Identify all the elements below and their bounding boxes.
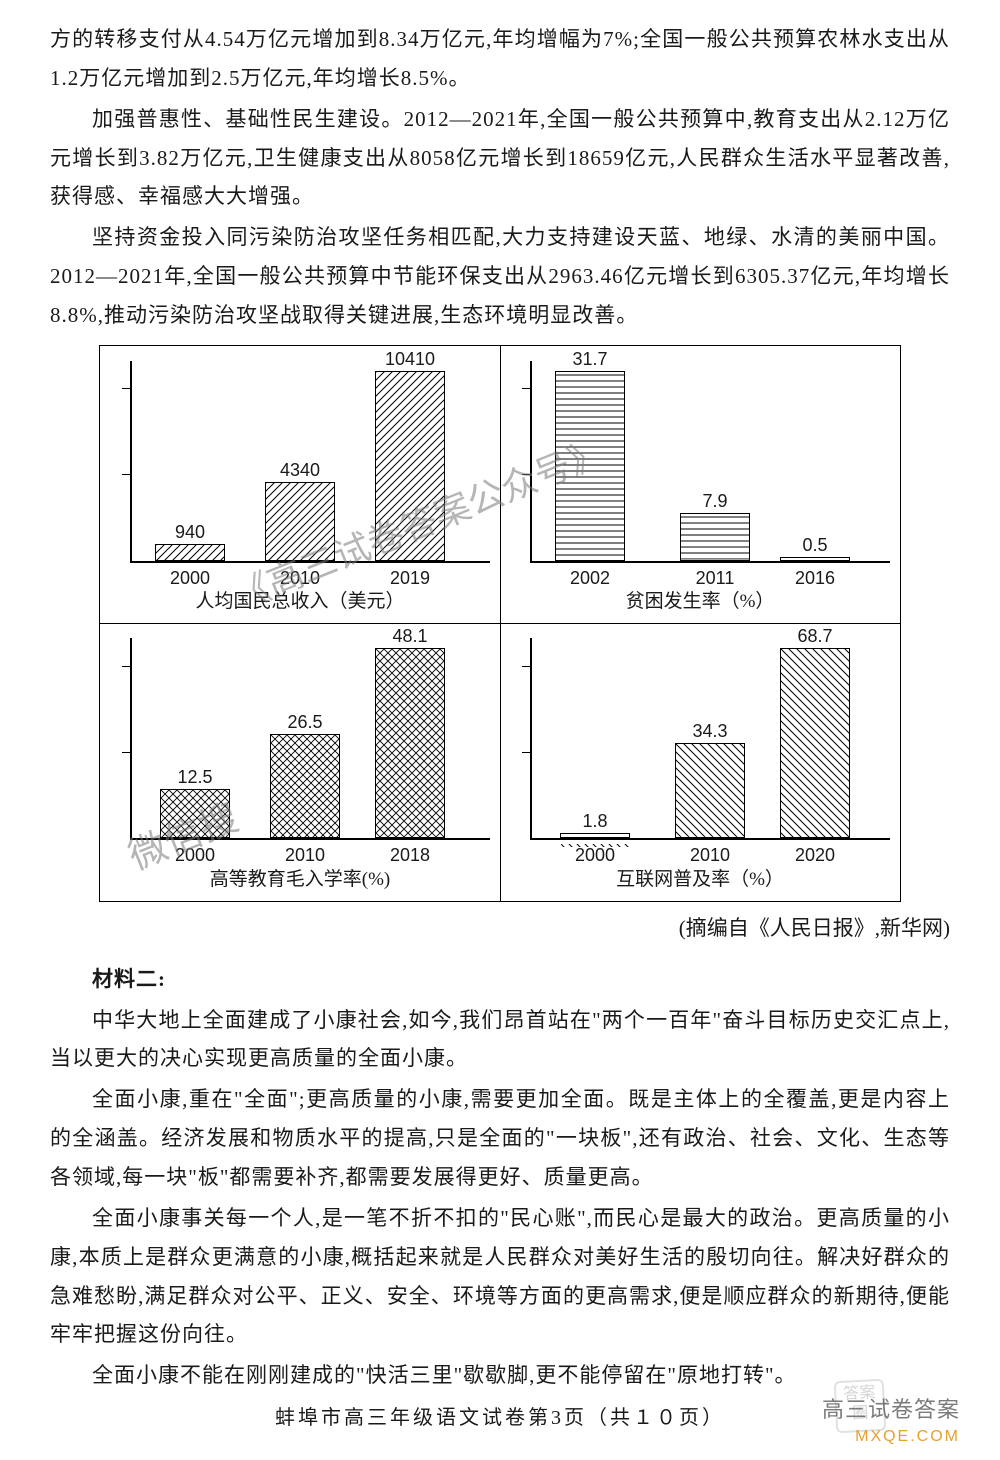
category-label: 2000 <box>575 845 615 866</box>
axis-y <box>530 361 532 561</box>
bar <box>680 513 750 560</box>
paragraph-7: 全面小康不能在刚刚建成的"快活三里"歇歇脚,更不能停留在"原地打转"。 <box>50 1356 950 1395</box>
paragraph-3: 坚持资金投入同污染防治攻坚任务相匹配,大力支持建设天蓝、地绿、水清的美丽中国。2… <box>50 218 950 335</box>
source-line: (摘编自《人民日报》,新华网) <box>50 912 950 942</box>
heading-material-2: 材料二: <box>50 960 950 999</box>
ytick <box>122 388 130 389</box>
bar <box>675 743 745 838</box>
ytick <box>122 474 130 475</box>
ytick <box>122 666 130 667</box>
page-footer: 蚌埠市高三年级语文试卷第3页（共１０页） <box>50 1401 950 1430</box>
bar <box>375 371 445 561</box>
paragraph-4: 中华大地上全面建成了小康社会,如今,我们昂首站在"两个一百年"奋斗目标历史交汇点… <box>50 1001 950 1079</box>
chart-top-right: 31.720027.920110.52016贫困发生率（%） <box>500 346 900 624</box>
bar <box>160 789 230 838</box>
bar <box>780 648 850 838</box>
chart-title: 贫困发生率（%） <box>626 586 775 613</box>
bar-value-label: 31.7 <box>572 349 607 370</box>
bar-value-label: 34.3 <box>692 721 727 742</box>
bar <box>265 482 335 561</box>
bar-value-label: 940 <box>175 522 205 543</box>
ytick <box>122 752 130 753</box>
bar-value-label: 7.9 <box>702 491 727 512</box>
chart-bottom-right: 1.8200034.3201068.72020互联网普及率（%） <box>500 623 900 901</box>
chart-top-left: 940200043402010104102019人均国民总收入（美元） <box>100 346 500 624</box>
corner-url: MXQE.COM <box>855 1428 960 1446</box>
bar-value-label: 26.5 <box>287 712 322 733</box>
chart-bottom-left: 12.5200026.5201048.12018高等教育毛入学率(%) <box>100 623 500 901</box>
bar-value-label: 1.8 <box>582 811 607 832</box>
corner-watermark: 高三试卷答案 <box>822 1392 960 1424</box>
chart-title: 高等教育毛入学率(%) <box>210 864 390 891</box>
chart-title: 互联网普及率（%） <box>616 864 784 891</box>
paragraph-5: 全面小康,重在"全面";更高质量的小康,需要更加全面。既是主体上的全覆盖,更是内… <box>50 1080 950 1197</box>
bar <box>780 557 850 561</box>
axis-y <box>130 361 132 561</box>
bar <box>155 544 225 561</box>
bar <box>270 734 340 839</box>
category-label: 2020 <box>795 845 835 866</box>
category-label: 2018 <box>390 845 430 866</box>
bar-value-label: 10410 <box>385 349 435 370</box>
ytick <box>522 666 530 667</box>
bar-value-label: 0.5 <box>802 535 827 556</box>
ytick <box>522 474 530 475</box>
charts-grid: 940200043402010104102019人均国民总收入（美元） 31.7… <box>99 345 901 902</box>
chart-title: 人均国民总收入（美元） <box>195 586 404 613</box>
bar <box>560 833 630 838</box>
paragraph-6: 全面小康事关每一个人,是一笔不折不扣的"民心账",而民心是最大的政治。更高质量的… <box>50 1199 950 1354</box>
bar-value-label: 68.7 <box>797 626 832 647</box>
bar-value-label: 48.1 <box>392 626 427 647</box>
paragraph-2: 加强普惠性、基础性民生建设。2012—2021年,全国一般公共预算中,教育支出从… <box>50 100 950 217</box>
category-label: 2016 <box>795 568 835 589</box>
axis-y <box>130 638 132 838</box>
bar <box>555 371 625 561</box>
ytick <box>522 752 530 753</box>
document-page: 方的转移支付从4.54万亿元增加到8.34万亿元,年均增幅为7%;全国一般公共预… <box>0 0 1000 1460</box>
paragraph-1: 方的转移支付从4.54万亿元增加到8.34万亿元,年均增幅为7%;全国一般公共预… <box>50 20 950 98</box>
category-label: 2002 <box>570 568 610 589</box>
bar-value-label: 12.5 <box>177 767 212 788</box>
bar-value-label: 4340 <box>280 460 320 481</box>
ytick <box>522 388 530 389</box>
axis-y <box>530 638 532 838</box>
bar <box>375 648 445 838</box>
